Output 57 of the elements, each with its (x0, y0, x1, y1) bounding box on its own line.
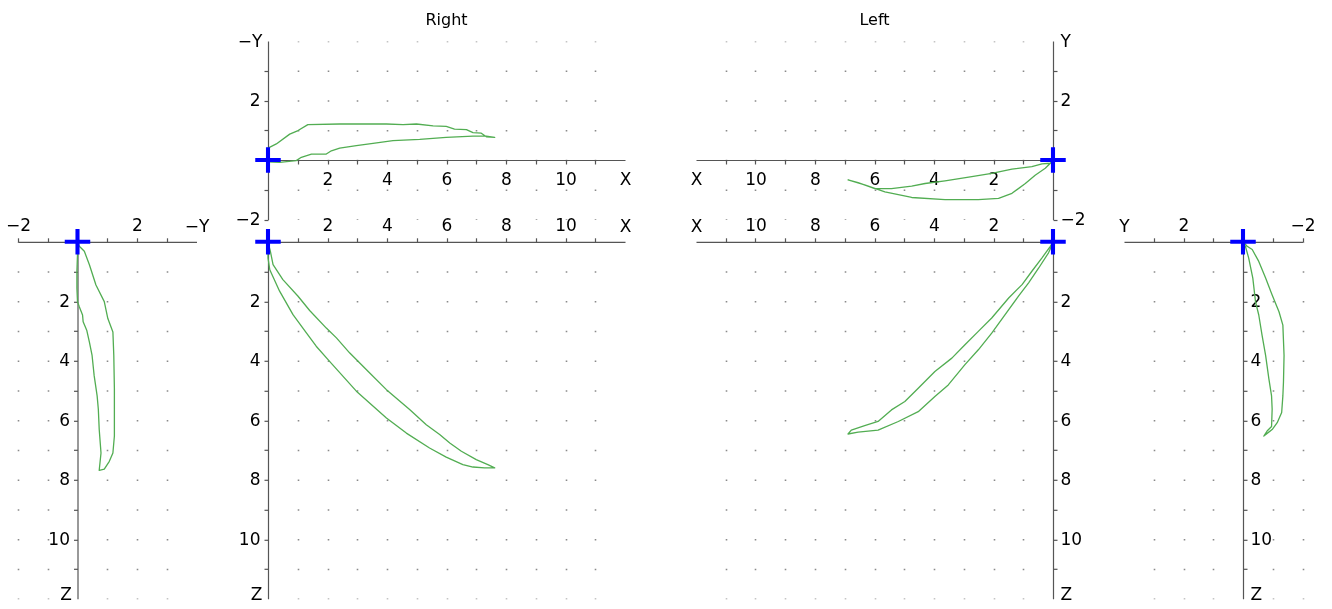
y-tick-label: 10 (48, 528, 70, 549)
y-tick-label: 6 (59, 409, 70, 430)
y-axis-title: −Y (237, 30, 264, 51)
y-tick-label: 8 (59, 469, 70, 490)
y-tick-label: 4 (249, 350, 261, 371)
x-axis-title: X (619, 216, 632, 237)
x-tick-label: 6 (869, 168, 881, 189)
x-tick-label: 6 (869, 215, 881, 236)
x-tick-label: 10 (745, 168, 767, 189)
x-tick-label: 2 (322, 168, 334, 189)
x-tick-label: −2 (1290, 215, 1316, 236)
y-tick-label: 2 (249, 90, 261, 110)
y-axis-title: Z (60, 583, 72, 604)
x-tick-label: 4 (929, 215, 940, 236)
y-tick-label: 4 (1250, 350, 1262, 371)
x-tick-label: 4 (382, 168, 393, 189)
y-tick-label: 2 (59, 290, 70, 311)
y-tick-label: 10 (238, 528, 261, 549)
x-axis-title: −Y (184, 216, 210, 237)
y-tick-label: 10 (1250, 528, 1273, 549)
x-tick-label: 4 (382, 215, 393, 236)
x-tick-label: −2 (5, 215, 32, 236)
x-tick-label: 10 (555, 168, 577, 189)
x-tick-label: 10 (745, 215, 767, 236)
chart-title: Right (425, 10, 468, 29)
x-axis-title: X (690, 216, 703, 237)
x-tick-label: 2 (1178, 215, 1190, 236)
y-tick-label: 2 (249, 290, 261, 311)
y-tick-label: 2 (1060, 90, 1072, 110)
y-tick-label: 8 (1060, 469, 1072, 490)
x-tick-label: 6 (441, 168, 453, 189)
y-tick-label: 6 (1060, 409, 1072, 430)
x-tick-label: 8 (810, 215, 821, 236)
y-tick-label: 8 (249, 469, 261, 490)
x-tick-label: 2 (322, 215, 334, 236)
x-tick-label: 2 (132, 215, 143, 236)
y-tick-label: 4 (1060, 350, 1072, 371)
y-tick-label: 4 (59, 350, 70, 371)
y-axis-title: Z (1060, 583, 1073, 604)
x-tick-label: 10 (555, 215, 577, 236)
y-tick-label: 8 (1250, 469, 1262, 490)
x-tick-label: 8 (810, 168, 821, 189)
chart-title: Left (859, 10, 890, 29)
x-axis-title: X (690, 168, 703, 189)
y-tick-label: 10 (1060, 528, 1083, 549)
x-axis-title: Y (1118, 216, 1131, 237)
y-axis-title: Z (250, 583, 263, 604)
y-axis-title: Y (1059, 30, 1072, 51)
y-tick-label: 6 (1250, 409, 1262, 430)
x-tick-label: 6 (441, 215, 453, 236)
y-tick-label: 2 (1060, 290, 1072, 311)
x-axis-title: X (619, 168, 632, 189)
x-tick-label: 8 (501, 168, 512, 189)
y-axis-title: Z (1250, 583, 1263, 604)
x-tick-label: 8 (501, 215, 512, 236)
y-tick-label: 6 (249, 409, 261, 430)
x-tick-label: 2 (988, 215, 1000, 236)
